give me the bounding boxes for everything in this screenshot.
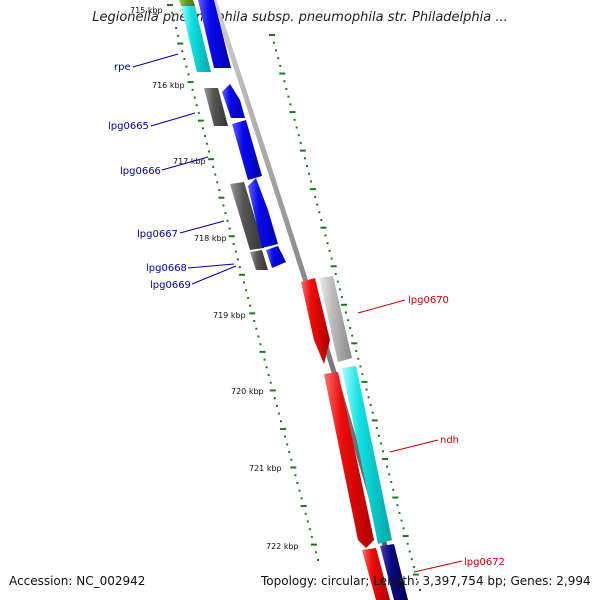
gene-label-lpg0668[interactable]: lpg0668 <box>146 263 187 274</box>
gene-label-lpg0665[interactable]: lpg0665 <box>108 121 149 132</box>
gene-bar-lpg0667[interactable] <box>230 182 264 250</box>
callout-lines-left <box>132 53 237 285</box>
accession-text: Accession: NC_002942 <box>9 574 146 588</box>
gene-label-rpe[interactable]: rpe <box>114 62 131 73</box>
scale-label: 717 kbp <box>173 157 206 166</box>
gene-bar-blue-arrow-1[interactable] <box>222 84 245 118</box>
gene-bar-lpg0668[interactable] <box>250 250 268 270</box>
gene-label-lpg0667[interactable]: lpg0667 <box>137 229 178 240</box>
scale-label: 721 kbp <box>249 464 282 473</box>
topology-text: Topology: circular; Length: 3,397,754 bp… <box>261 574 591 588</box>
gene-bar-gray-light[interactable] <box>319 276 352 362</box>
scale-labels: 715 kbp 716 kbp 717 kbp 718 kbp 719 kbp … <box>130 6 299 551</box>
gene-bar-olive[interactable] <box>179 0 195 6</box>
gene-bar-rpe[interactable] <box>181 6 211 72</box>
gene-label-lpg0666[interactable]: lpg0666 <box>120 166 161 177</box>
gene-bar-blue-arrow-2[interactable] <box>248 178 278 248</box>
genes-right-strand <box>301 276 408 600</box>
scale-label: 715 kbp <box>130 6 163 15</box>
scale-label: 719 kbp <box>213 311 246 320</box>
genes-left-strand <box>179 0 286 270</box>
gene-label-lpg0672[interactable]: lpg0672 <box>464 557 505 568</box>
gene-bar-lpg0665[interactable] <box>204 88 228 126</box>
gene-bar-navy[interactable] <box>380 544 408 600</box>
gene-bar-lpg0669[interactable] <box>266 246 286 268</box>
gene-label-lpg0669[interactable]: lpg0669 <box>150 280 191 291</box>
scale-label: 718 kbp <box>194 234 227 243</box>
gene-bar-ndh[interactable] <box>324 372 374 548</box>
scale-label: 716 kbp <box>152 81 185 90</box>
scale-label: 722 kbp <box>266 542 299 551</box>
gene-bar-lpg0672[interactable] <box>362 548 390 600</box>
callout-lines-right <box>357 299 463 573</box>
scale-label: 720 kbp <box>231 387 264 396</box>
gene-bar-lpg0670[interactable] <box>301 278 330 364</box>
gene-label-lpg0670[interactable]: lpg0670 <box>408 295 449 306</box>
gene-bar-lpg0666[interactable] <box>232 120 262 180</box>
scale-ticks <box>167 4 421 591</box>
gene-label-ndh[interactable]: ndh <box>440 435 459 446</box>
gene-bar-cyan[interactable] <box>342 366 392 544</box>
gene-bar-blue-top[interactable] <box>198 0 231 68</box>
